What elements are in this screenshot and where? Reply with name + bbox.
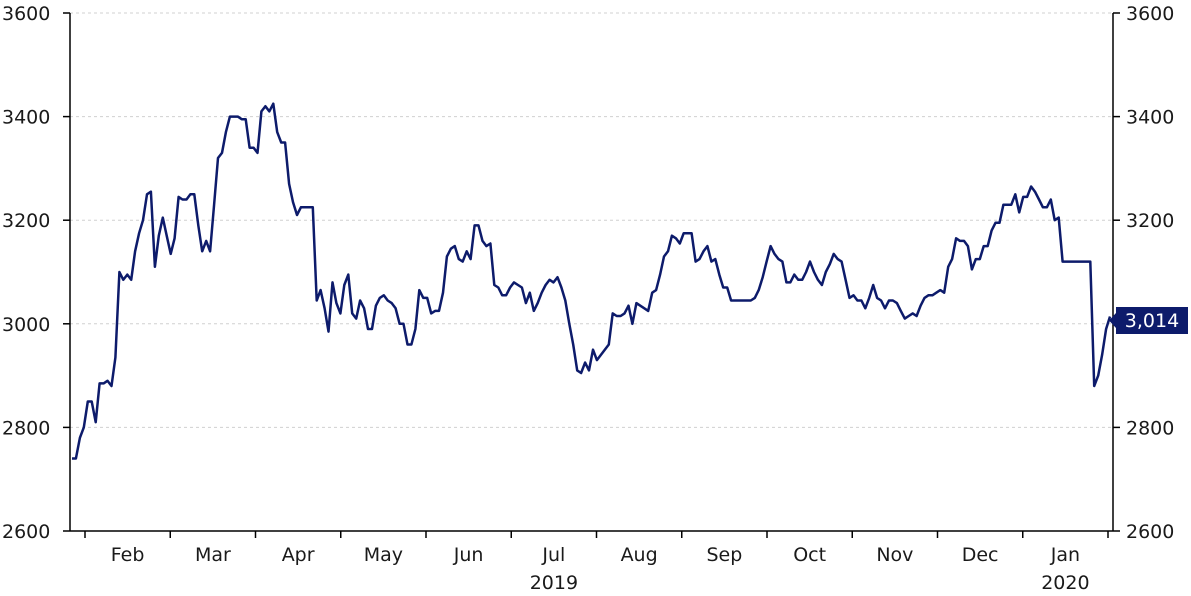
month-label: Aug bbox=[621, 544, 658, 566]
last-value-badge: 3,014 bbox=[1109, 307, 1188, 334]
month-label: May bbox=[364, 544, 403, 566]
left-tick-label: 3200 bbox=[2, 210, 50, 232]
left-tick-label: 3400 bbox=[2, 107, 50, 129]
month-label: Nov bbox=[876, 544, 913, 566]
left-tick-label: 3600 bbox=[2, 3, 50, 25]
series-line bbox=[72, 102, 1112, 460]
left-tick-label: 2600 bbox=[2, 521, 50, 543]
month-label: Dec bbox=[962, 544, 999, 566]
last-value-label: 3,014 bbox=[1125, 310, 1179, 332]
axes bbox=[69, 13, 1114, 532]
left-tick-label: 3000 bbox=[2, 314, 50, 336]
x-month-labels: Feb Mar Apr May Jun Jul Aug Sep Oct Nov Dec Jan bbox=[111, 544, 1080, 566]
right-tick-label: 3600 bbox=[1126, 3, 1174, 25]
right-tick-label: 2800 bbox=[1126, 417, 1174, 439]
month-label: Apr bbox=[282, 544, 315, 566]
last-value-background bbox=[1116, 307, 1188, 334]
month-label: Jun bbox=[453, 544, 484, 566]
year-label: 2019 bbox=[530, 572, 578, 594]
year-label: 2020 bbox=[1041, 572, 1089, 594]
month-label: Jul bbox=[541, 544, 565, 566]
x-year-labels: 2019 2020 bbox=[530, 572, 1090, 594]
right-tick-label: 3400 bbox=[1126, 107, 1174, 129]
month-label: Sep bbox=[706, 544, 742, 566]
gridlines bbox=[70, 12, 1113, 428]
month-label: Feb bbox=[111, 544, 145, 566]
month-label: Oct bbox=[793, 544, 826, 566]
left-tick-label: 2800 bbox=[2, 417, 50, 439]
right-tick-label: 2600 bbox=[1126, 521, 1174, 543]
last-value-pointer bbox=[1109, 313, 1116, 328]
right-tick-label: 3200 bbox=[1126, 210, 1174, 232]
month-label: Jan bbox=[1050, 544, 1080, 566]
month-label: Mar bbox=[195, 544, 231, 566]
x-month-ticks bbox=[84, 531, 1109, 538]
left-y-ticks: 2600 2800 3000 3200 3400 3600 bbox=[2, 3, 70, 543]
